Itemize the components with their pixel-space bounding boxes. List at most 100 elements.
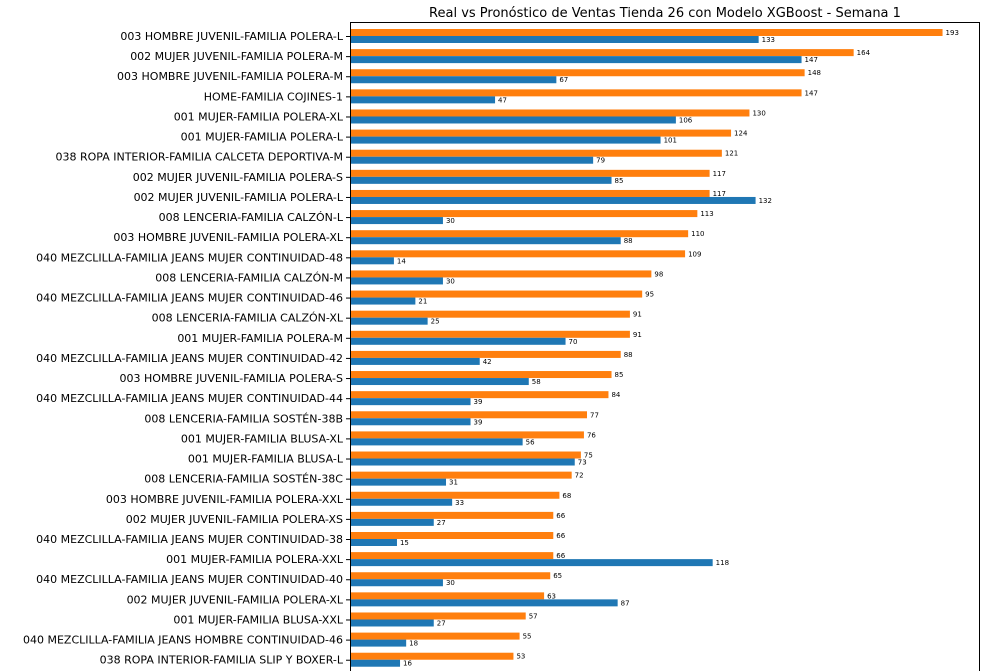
- value-label-series-0: 66: [556, 552, 565, 560]
- value-label-series-0: 113: [700, 210, 713, 218]
- bar-series-1-003-hombre-juvenil-familia-polera-l: [351, 36, 759, 43]
- value-label-series-1: 33: [455, 499, 464, 507]
- bar-series-0-008-lenceria-familia-calzon-m: [351, 270, 652, 278]
- value-label-series-0: 75: [584, 452, 593, 460]
- value-label-series-0: 66: [556, 512, 565, 520]
- value-label-series-1: 14: [397, 257, 406, 265]
- bar-series-1-040-mezclilla-familia-jeans-mujer-continuidad-48: [351, 257, 394, 265]
- category-label-001-mujer-familia-blusa-xxl: 001 MUJER-FAMILIA BLUSA-XXL: [173, 613, 344, 626]
- labels-group: 003 HOMBRE JUVENIL-FAMILIA POLERA-L 193 13…: [23, 29, 959, 668]
- bar-series-1-001-mujer-familia-polera-xl: [351, 116, 676, 124]
- category-label-001-mujer-familia-blusa-l: 001 MUJER-FAMILIA BLUSA-L: [188, 453, 344, 466]
- bars-group: [351, 29, 943, 667]
- value-label-series-1: 73: [578, 459, 587, 467]
- bar-series-1-008-lenceria-familia-sosten-38b: [351, 418, 471, 426]
- value-label-series-1: 67: [559, 76, 568, 84]
- bar-series-1-001-mujer-familia-blusa-xl: [351, 438, 523, 446]
- bar-series-0-003-hombre-juvenil-familia-polera-l: [351, 29, 943, 36]
- bar-series-0-002-mujer-juvenil-familia-polera-xs: [351, 511, 554, 519]
- bar-series-0-008-lenceria-familia-calzon-xl: [351, 310, 630, 318]
- value-label-series-1: 58: [532, 378, 541, 386]
- bar-series-0-001-mujer-familia-blusa-xl: [351, 431, 584, 439]
- category-label-001-mujer-familia-polera-xxl: 001 MUJER-FAMILIA POLERA-XXL: [166, 553, 344, 566]
- bar-series-0-008-lenceria-familia-calzon-l: [351, 210, 698, 218]
- value-label-series-0: 109: [688, 250, 701, 258]
- bar-series-1-002-mujer-juvenil-familia-polera-s: [351, 176, 612, 184]
- category-label-003-hombre-juvenil-familia-polera-xl: 003 HOMBRE JUVENIL-FAMILIA POLERA-XL: [113, 231, 343, 244]
- bar-series-1-003-hombre-juvenil-familia-polera-s: [351, 378, 529, 386]
- bar-series-0-040-mezclilla-familia-jeans-mujer-continuidad-40: [351, 572, 551, 580]
- bar-series-0-040-mezclilla-familia-jeans-mujer-continuidad-46: [351, 290, 643, 298]
- bar-series-0-003-hombre-juvenil-familia-polera-m: [351, 69, 805, 77]
- value-label-series-0: 65: [553, 572, 562, 580]
- category-label-040-mezclilla-familia-jeans-hombre-continuidad-46: 040 MEZCLILLA-FAMILIA JEANS HOMBRE CONTI…: [23, 634, 343, 647]
- value-label-series-1: 70: [569, 338, 578, 346]
- bar-series-0-001-mujer-familia-blusa-xxl: [351, 612, 526, 620]
- category-label-040-mezclilla-familia-jeans-mujer-continuidad-44: 040 MEZCLILLA-FAMILIA JEANS MUJER CONTIN…: [36, 392, 343, 405]
- value-label-series-1: 42: [483, 358, 492, 366]
- bar-series-0-040-mezclilla-familia-jeans-mujer-continuidad-38: [351, 532, 554, 539]
- bar-series-0-home-familia-cojines-1: [351, 89, 802, 97]
- bar-series-1-008-lenceria-familia-calzon-m: [351, 277, 443, 285]
- bar-series-1-002-mujer-juvenil-familia-polera-m: [351, 56, 802, 64]
- value-label-series-0: 117: [713, 190, 726, 198]
- value-label-series-0: 91: [633, 331, 642, 339]
- bar-series-0-002-mujer-juvenil-familia-polera-m: [351, 49, 854, 57]
- bar-series-1-040-mezclilla-familia-jeans-mujer-continuidad-38: [351, 539, 397, 546]
- value-label-series-0: 164: [857, 49, 871, 57]
- bar-series-0-001-mujer-familia-polera-xl: [351, 109, 750, 117]
- bar-series-0-040-mezclilla-familia-jeans-mujer-continuidad-42: [351, 350, 621, 358]
- value-label-series-1: 79: [596, 157, 605, 165]
- value-label-series-0: 57: [529, 612, 538, 620]
- value-label-series-1: 30: [446, 217, 455, 225]
- value-label-series-0: 68: [562, 492, 571, 500]
- category-label-001-mujer-familia-blusa-xl: 001 MUJER-FAMILIA BLUSA-XL: [181, 432, 344, 445]
- bar-series-1-008-lenceria-familia-sosten-38c: [351, 478, 447, 486]
- value-label-series-0: 124: [734, 130, 748, 138]
- bar-series-0-001-mujer-familia-polera-l: [351, 129, 732, 137]
- bar-series-0-002-mujer-juvenil-familia-polera-xl: [351, 592, 545, 600]
- value-label-series-0: 117: [713, 170, 726, 178]
- category-label-home-familia-cojines-1: HOME-FAMILIA COJINES-1: [204, 90, 343, 103]
- category-label-038-ropa-interior-familia-slip-y-boxer-l: 038 ROPA INTERIOR-FAMILIA SLIP Y BOXER-L: [100, 654, 344, 667]
- bar-series-1-008-lenceria-familia-calzon-xl: [351, 317, 428, 325]
- value-label-series-1: 56: [526, 438, 535, 446]
- category-label-008-lenceria-familia-calzon-m: 008 LENCERIA-FAMILIA CALZÓN-M: [155, 271, 343, 284]
- value-label-series-1: 18: [409, 640, 418, 648]
- bar-series-0-040-mezclilla-familia-jeans-hombre-continuidad-46: [351, 632, 520, 640]
- value-label-series-1: 30: [446, 277, 455, 285]
- value-label-series-1: 30: [446, 579, 455, 587]
- bar-series-0-002-mujer-juvenil-familia-polera-l: [351, 189, 710, 197]
- bar-series-0-001-mujer-familia-polera-m: [351, 330, 630, 338]
- category-label-001-mujer-familia-polera-l: 001 MUJER-FAMILIA POLERA-L: [181, 131, 344, 144]
- bar-series-1-home-familia-cojines-1: [351, 96, 496, 104]
- value-label-series-0: 53: [516, 653, 525, 661]
- category-label-002-mujer-juvenil-familia-polera-xl: 002 MUJER JUVENIL-FAMILIA POLERA-XL: [127, 593, 344, 606]
- value-label-series-1: 21: [418, 298, 427, 306]
- value-label-series-1: 147: [805, 56, 818, 64]
- bar-series-1-040-mezclilla-familia-jeans-mujer-continuidad-46: [351, 297, 416, 305]
- category-label-008-lenceria-familia-calzon-l: 008 LENCERIA-FAMILIA CALZÓN-L: [159, 211, 344, 224]
- bar-series-1-040-mezclilla-familia-jeans-mujer-continuidad-44: [351, 398, 471, 406]
- bar-series-1-040-mezclilla-familia-jeans-hombre-continuidad-46: [351, 639, 407, 647]
- value-label-series-0: 84: [611, 391, 620, 399]
- bar-series-0-008-lenceria-familia-sosten-38b: [351, 411, 588, 419]
- bar-series-1-040-mezclilla-familia-jeans-mujer-continuidad-42: [351, 357, 480, 365]
- value-label-series-1: 31: [449, 479, 458, 487]
- value-label-series-1: 47: [498, 96, 507, 104]
- category-label-002-mujer-juvenil-familia-polera-xs: 002 MUJER JUVENIL-FAMILIA POLERA-XS: [126, 513, 343, 526]
- value-label-series-1: 85: [615, 177, 624, 185]
- value-label-series-1: 27: [437, 519, 446, 527]
- value-label-series-0: 98: [654, 270, 663, 278]
- bar-series-1-003-hombre-juvenil-familia-polera-xl: [351, 237, 621, 245]
- bar-series-1-002-mujer-juvenil-familia-polera-l: [351, 196, 756, 204]
- value-label-series-1: 39: [474, 418, 483, 426]
- bar-series-0-003-hombre-juvenil-familia-polera-xxl: [351, 491, 560, 499]
- category-label-002-mujer-juvenil-familia-polera-s: 002 MUJER JUVENIL-FAMILIA POLERA-S: [133, 171, 343, 184]
- plot-frame: [350, 22, 980, 671]
- category-label-003-hombre-juvenil-familia-polera-s: 003 HOMBRE JUVENIL-FAMILIA POLERA-S: [120, 372, 343, 385]
- bar-series-1-001-mujer-familia-polera-xxl: [351, 559, 713, 567]
- value-label-series-0: 91: [633, 311, 642, 319]
- bar-series-1-001-mujer-familia-blusa-l: [351, 458, 575, 466]
- bar-series-1-008-lenceria-familia-calzon-l: [351, 217, 443, 225]
